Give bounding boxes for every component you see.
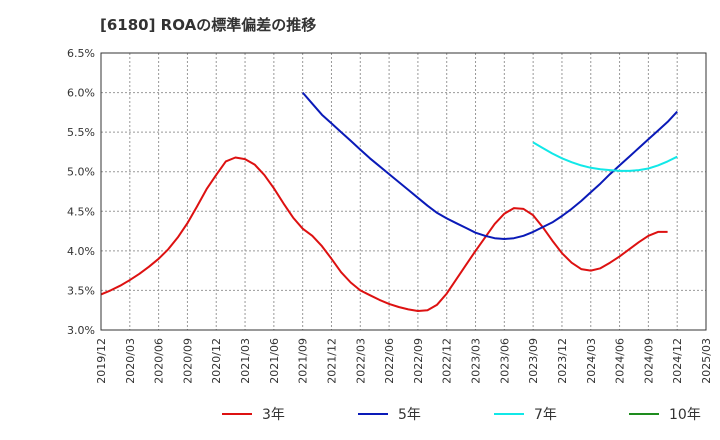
y-tick-label: 3.5% [67, 284, 95, 297]
plot-frame [100, 52, 707, 331]
y-tick-label: 3.0% [67, 324, 95, 337]
legend-label-3: 10年 [669, 407, 701, 423]
y-tick-label: 5.0% [67, 166, 95, 179]
legend: 3年 5年 7年 10年 [222, 407, 701, 423]
x-tick-label: 2021/12 [325, 338, 338, 384]
x-tick-label: 2023/12 [556, 338, 569, 384]
x-axis-ticks: 2019/12 2020/03 2020/06 2020/09 2020/12 2021/… [95, 338, 713, 384]
x-tick-label: 2022/09 [412, 338, 425, 384]
chart-title: [6180] ROAの標準偏差の推移 [100, 16, 316, 34]
series-line-2 [532, 141, 678, 172]
x-tick-label: 2024/03 [585, 338, 598, 384]
y-tick-label: 4.0% [67, 245, 95, 258]
x-tick-label: 2022/12 [441, 338, 454, 384]
x-tick-label: 2020/12 [210, 338, 223, 384]
x-tick-label: 2025/03 [700, 338, 713, 384]
x-tick-label: 2024/12 [671, 338, 684, 384]
x-tick-label: 2020/06 [153, 338, 166, 384]
grid [101, 53, 706, 330]
legend-label-2: 7年 [534, 407, 557, 423]
x-tick-label: 2023/09 [527, 338, 540, 384]
x-tick-label: 2024/06 [614, 338, 627, 384]
series-lines [100, 91, 678, 312]
x-tick-label: 2022/06 [383, 338, 396, 384]
x-tick-label: 2020/03 [124, 338, 137, 384]
y-tick-label: 4.5% [67, 205, 95, 218]
series-line-1 [301, 91, 678, 240]
y-axis-ticks: 3.0% 3.5% 4.0% 4.5% 5.0% 5.5% 6.0% 6.5% [67, 47, 95, 337]
x-tick-label: 2024/09 [642, 338, 655, 384]
y-tick-label: 6.5% [67, 47, 95, 60]
legend-label-1: 5年 [398, 407, 421, 423]
x-tick-label: 2019/12 [95, 338, 108, 384]
x-tick-label: 2023/06 [498, 338, 511, 384]
series-line-0 [100, 156, 668, 312]
y-tick-label: 5.5% [67, 126, 95, 139]
x-tick-label: 2021/06 [268, 338, 281, 384]
legend-label-0: 3年 [262, 407, 285, 423]
x-tick-label: 2020/09 [181, 338, 194, 384]
x-tick-label: 2021/09 [297, 338, 310, 384]
x-tick-label: 2021/03 [239, 338, 252, 384]
y-tick-label: 6.0% [67, 87, 95, 100]
x-tick-label: 2023/03 [470, 338, 483, 384]
x-tick-label: 2022/03 [354, 338, 367, 384]
